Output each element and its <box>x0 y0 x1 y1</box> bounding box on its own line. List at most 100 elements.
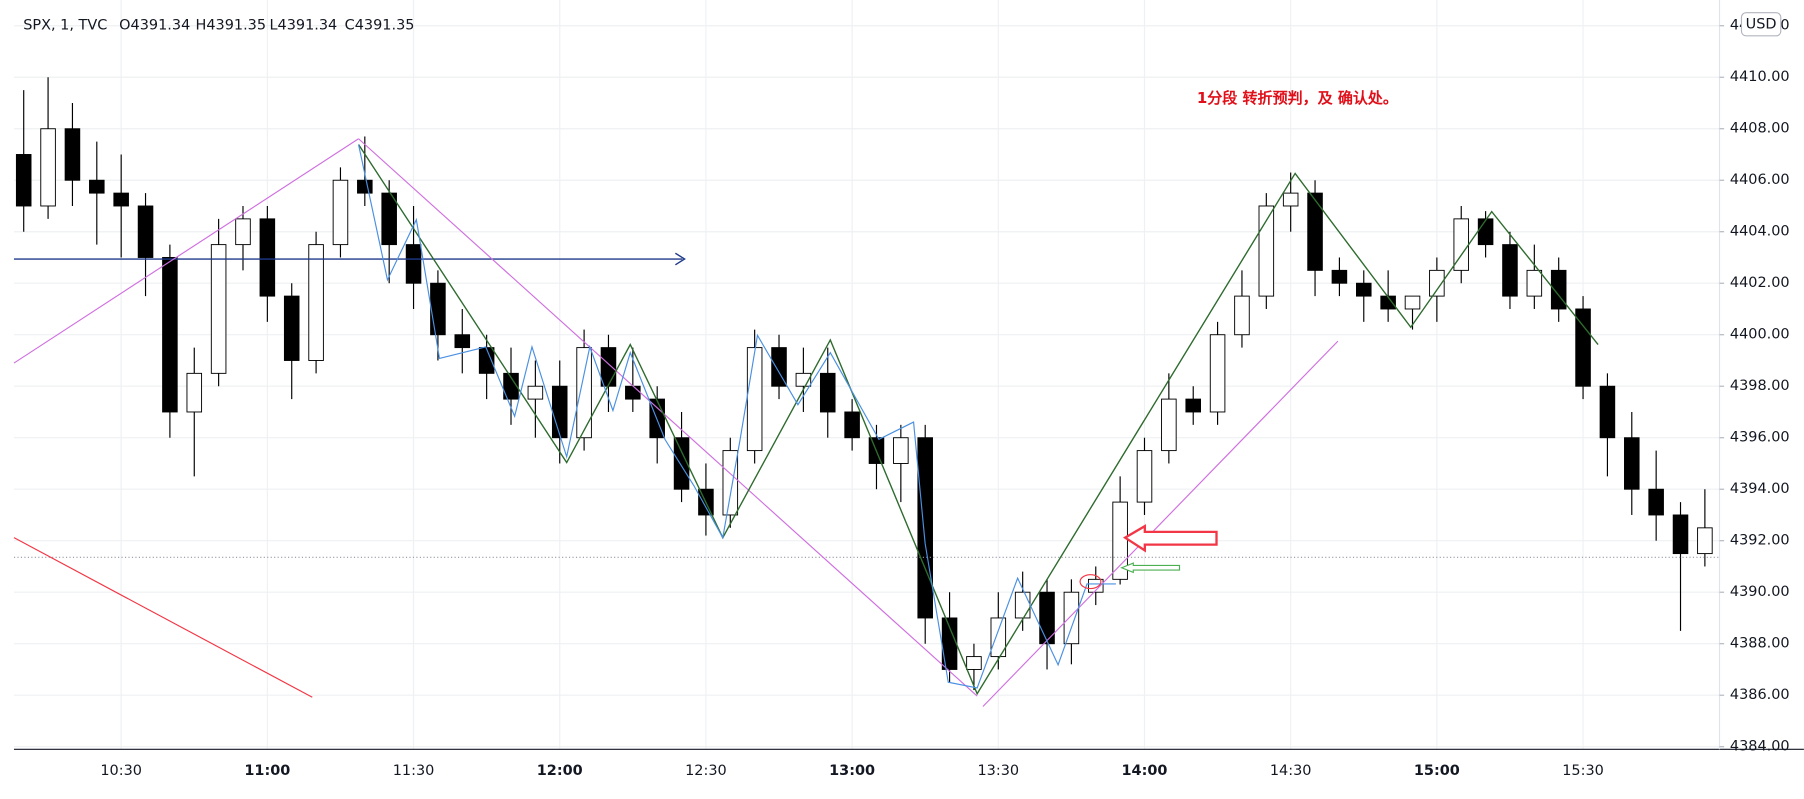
candle-body <box>64 128 81 181</box>
y-tick-label: 4400.00 <box>1730 327 1790 343</box>
candle-body <box>89 179 105 194</box>
x-tick-label: 13:00 <box>829 763 875 779</box>
candle-body <box>1672 514 1689 555</box>
candle-body <box>1112 501 1128 580</box>
candle-body <box>1331 269 1348 284</box>
x-tick-label: 13:30 <box>977 763 1019 779</box>
y-tick-label: 4406.00 <box>1730 172 1790 188</box>
trend-line <box>13 138 359 364</box>
candle-body <box>113 192 129 207</box>
candle-body <box>527 385 544 400</box>
candle-body <box>1429 269 1445 297</box>
candle-body <box>210 244 227 374</box>
zigzag <box>357 144 1599 696</box>
candle-body <box>990 617 1007 658</box>
candle-body <box>551 385 568 439</box>
x-tick-label: 11:00 <box>244 763 290 779</box>
candle-body <box>1063 591 1080 645</box>
candle-body <box>893 437 909 464</box>
candle-body <box>1404 295 1421 310</box>
candle-body <box>1648 488 1664 516</box>
y-tick-label: 4402.00 <box>1730 275 1790 291</box>
candle-body <box>1258 205 1275 297</box>
candle-body <box>1575 308 1591 387</box>
candle-body <box>771 347 787 387</box>
candle-body <box>1161 398 1177 452</box>
candle-body <box>1136 450 1153 503</box>
y-tick-label: 4384.00 <box>1730 739 1790 755</box>
candle-body <box>673 437 690 490</box>
candle-body <box>1185 398 1201 413</box>
trend-line <box>13 537 313 698</box>
candle-body <box>1356 282 1372 297</box>
axis-layer: 4384.00 4386.00 4388.00 4390.00 4392.00 4394.… <box>100 18 1789 780</box>
currency-box[interactable] <box>1740 12 1782 37</box>
y-tick-label: 4392.00 <box>1730 533 1790 549</box>
drawings <box>13 138 1720 707</box>
symbol: SPX, 1, TVC <box>23 17 107 33</box>
green-arrow <box>1120 562 1181 574</box>
candle-body <box>966 656 982 670</box>
candle-body <box>576 347 592 439</box>
candle-body <box>722 450 739 516</box>
candle-body <box>503 372 519 400</box>
x-tick-label: 12:00 <box>537 763 583 779</box>
y-tick-label: 4404.00 <box>1730 224 1790 240</box>
candle-body <box>1599 385 1616 439</box>
grid-layer <box>13 0 1720 750</box>
candle-body <box>844 411 860 439</box>
x-tick-label: 12:30 <box>685 763 727 779</box>
candle-body <box>1624 437 1640 490</box>
highlight-ellipse <box>1079 574 1102 590</box>
annotation: 1分段 转折预判，及 确认处。 <box>1197 89 1398 107</box>
candle-body <box>308 244 324 361</box>
candle-body <box>1502 244 1518 297</box>
candle-body <box>1234 295 1250 336</box>
candle-body <box>357 179 373 194</box>
candle-body <box>1307 192 1323 271</box>
ohlc-low: L4391.34 <box>270 17 338 33</box>
candle-body <box>162 257 178 413</box>
trend-line <box>358 138 978 697</box>
ray-arrowhead <box>674 252 686 266</box>
candle-body <box>40 128 56 207</box>
candle-body <box>1477 218 1494 246</box>
candle-body <box>1526 269 1543 297</box>
candle-body <box>186 372 203 413</box>
y-tick-label: 4396.00 <box>1730 430 1790 446</box>
x-tick-label: 14:30 <box>1270 763 1312 779</box>
x-tick-label: 15:30 <box>1562 763 1604 779</box>
candle-body <box>819 372 836 413</box>
y-tick-label: 4410.00 <box>1730 69 1790 85</box>
x-tick-label: 11:30 <box>393 763 435 779</box>
y-tick-label: 4388.00 <box>1730 636 1790 652</box>
candle-body <box>454 334 471 349</box>
y-tick-label: 4408.00 <box>1730 121 1790 137</box>
candle-body <box>137 205 154 258</box>
trend-line <box>982 340 1339 707</box>
ohlc-close: C4391.35 <box>345 17 415 33</box>
candle-body <box>235 218 251 246</box>
y-tick-label: 4394.00 <box>1730 481 1790 497</box>
candle-body <box>1282 192 1299 207</box>
red-arrow <box>1122 524 1218 553</box>
candle-body <box>405 244 422 284</box>
candle-body <box>259 218 276 297</box>
candle-body <box>1209 334 1226 413</box>
ohlc-high: H4391.35 <box>196 17 267 33</box>
sub-zigzag <box>357 144 1116 689</box>
x-tick-label: 14:00 <box>1122 763 1168 779</box>
currency[interactable]: USD <box>1746 16 1777 32</box>
candle-body <box>917 437 933 619</box>
y-tick-label: 4390.00 <box>1730 584 1790 600</box>
x-tick-label: 10:30 <box>100 763 142 779</box>
candle-body <box>283 295 300 361</box>
candle-body <box>746 347 763 452</box>
candle-body <box>1039 591 1055 645</box>
y-tick-label: 4386.00 <box>1730 687 1790 703</box>
candles <box>15 77 1713 691</box>
candle-body <box>625 385 641 400</box>
candle-body <box>15 154 32 207</box>
